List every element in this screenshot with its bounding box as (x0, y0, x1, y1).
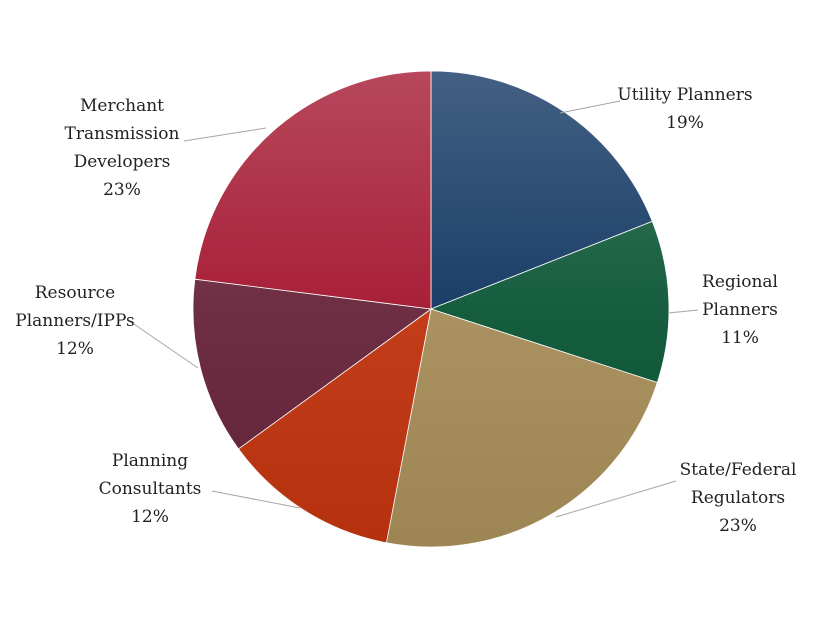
data-label-name: Regional (702, 272, 778, 292)
data-label-value: 23% (103, 180, 141, 200)
leader-line (127, 319, 199, 369)
data-label-value: 12% (56, 339, 94, 359)
data-label-name: Regulators (690, 488, 786, 508)
data-label: Merchant Transmission Developers 23% (65, 92, 180, 204)
data-label-value: 12% (131, 507, 169, 527)
leader-line (667, 309, 699, 314)
leader-line (555, 480, 677, 518)
data-label: Resource Planners/IPPs 12% (15, 279, 134, 363)
data-label-name: Consultants (98, 479, 202, 499)
leader-line (211, 490, 301, 509)
data-label: Utility Planners 19% (617, 81, 752, 137)
data-label-name: Merchant (80, 96, 164, 116)
data-label-name: Utility Planners (617, 85, 753, 105)
leader-line (183, 127, 267, 142)
data-label-name: Planning (111, 451, 189, 471)
data-label-value: 23% (719, 516, 757, 536)
data-label-value: 11% (721, 328, 759, 348)
data-label-name: Developers (73, 152, 171, 172)
data-label-name: Resource (34, 283, 116, 303)
data-label: State/Federal Regulators 23% (680, 456, 797, 540)
data-label-name: Planners/IPPs (15, 311, 135, 331)
data-label-value: 19% (666, 113, 704, 133)
data-label: Planning Consultants 12% (99, 447, 202, 531)
data-label-name: Transmission (64, 124, 180, 144)
data-label-name: State/Federal (679, 460, 797, 480)
leader-line (559, 100, 621, 114)
pie-slice-merchant-transmission-developers (194, 70, 432, 310)
data-label-name: Planners (702, 300, 778, 320)
data-label: Regional Planners 11% (702, 268, 778, 352)
